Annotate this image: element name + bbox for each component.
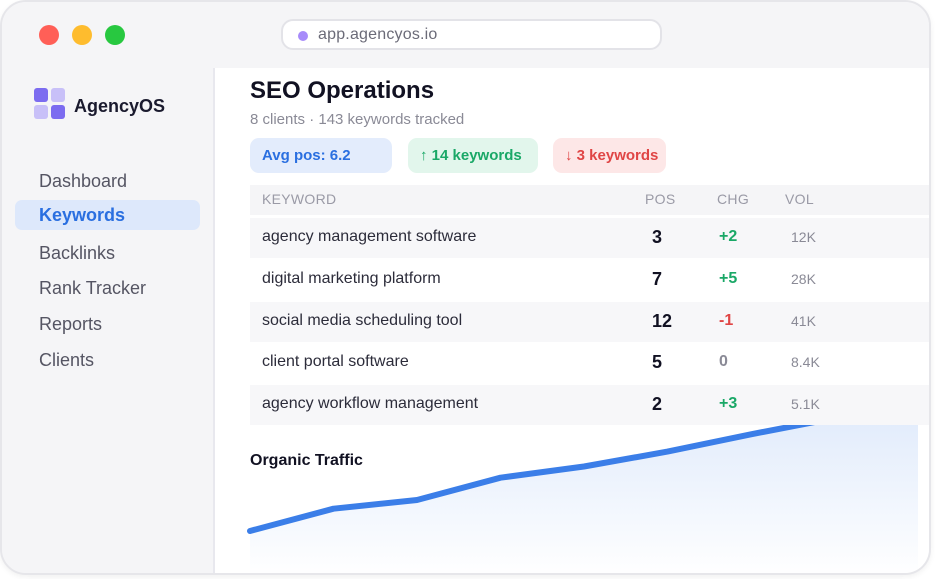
sidebar-item-keywords[interactable]: Keywords	[15, 200, 200, 230]
keywords-down-text: ↓ 3 keywords	[565, 147, 659, 164]
page-subtitle: 8 clients · 143 keywords tracked	[250, 111, 465, 128]
page-title: SEO Operations	[250, 77, 435, 104]
keyword-cell: client portal software	[262, 353, 409, 370]
sidebar-item-clients[interactable]: Clients	[15, 345, 200, 375]
keyword-cell: digital marketing platform	[262, 270, 441, 287]
avg-position-text: Avg pos: 6.2	[262, 147, 351, 164]
keywords-down-badge[interactable]: ↓ 3 keywords	[553, 138, 666, 173]
position-cell: 7	[652, 269, 663, 289]
url-text: app.agencyos.io	[318, 26, 438, 43]
main-content: SEO Operations 8 clients · 143 keywords …	[215, 68, 929, 573]
sidebar-item-label: Rank Tracker	[39, 278, 147, 298]
sidebar: AgencyOS Dashboard Keywords Backlinks Ra…	[2, 68, 215, 573]
keyword-cell: social media scheduling tool	[262, 312, 463, 329]
sidebar-item-rank-tracker[interactable]: Rank Tracker	[15, 273, 200, 303]
sidebar-item-reports[interactable]: Reports	[15, 309, 200, 339]
column-header-keyword[interactable]: KEYWORD	[262, 191, 337, 207]
sidebar-item-label: Clients	[39, 350, 95, 370]
brand-name: AgencyOS	[74, 96, 166, 116]
column-header-vol[interactable]: VOL	[785, 191, 814, 207]
table-row[interactable]: client portal software 5 0 8.4K	[250, 343, 929, 383]
sidebar-item-backlinks[interactable]: Backlinks	[15, 238, 200, 268]
agencyos-logo-icon	[34, 88, 66, 120]
position-cell: 5	[652, 352, 663, 372]
position-cell: 3	[652, 227, 663, 247]
title-bar: app.agencyos.io	[2, 2, 929, 68]
keyword-cell: agency workflow management	[262, 395, 479, 412]
address-bar[interactable]: app.agencyos.io	[281, 19, 662, 50]
keyword-cell: agency management software	[262, 228, 477, 245]
volume-cell: 28K	[791, 271, 816, 287]
column-header-pos[interactable]: POS	[645, 191, 676, 207]
position-cell: 2	[652, 394, 663, 414]
traffic-area	[250, 407, 918, 573]
maximize-window-button[interactable]	[105, 25, 125, 45]
change-cell: 0	[719, 353, 728, 370]
organic-traffic-title: Organic Traffic	[250, 452, 363, 469]
table-row[interactable]: agency workflow management 2 +3 5.1K	[250, 385, 929, 425]
column-header-chg[interactable]: CHG	[717, 191, 750, 207]
volume-cell: 5.1K	[791, 396, 820, 412]
change-cell: +2	[719, 228, 738, 245]
keywords-up-badge[interactable]: ↑ 14 keywords	[408, 138, 538, 173]
change-cell: +3	[719, 395, 738, 412]
table-row[interactable]: social media scheduling tool 12 -1 41K	[250, 302, 929, 342]
volume-cell: 12K	[791, 229, 816, 245]
change-cell: +5	[719, 270, 738, 287]
volume-cell: 41K	[791, 313, 816, 329]
position-cell: 12	[652, 311, 673, 331]
sidebar-item-dashboard[interactable]: Dashboard	[15, 166, 200, 196]
sidebar-item-label: Backlinks	[39, 243, 116, 263]
table-row[interactable]: digital marketing platform 7 +5 28K	[250, 260, 929, 300]
minimize-window-button[interactable]	[72, 25, 92, 45]
sidebar-item-label: Reports	[39, 314, 103, 334]
close-window-button[interactable]	[39, 25, 59, 45]
volume-cell: 8.4K	[791, 354, 820, 370]
table-row[interactable]: agency management software 3 +2 12K	[250, 218, 929, 258]
sidebar-item-label: Dashboard	[39, 171, 128, 191]
table-header: KEYWORD POS CHG VOL	[250, 185, 929, 215]
keywords-up-text: ↑ 14 keywords	[420, 147, 522, 164]
sidebar-item-label: Keywords	[39, 205, 126, 225]
change-cell: -1	[719, 312, 734, 329]
site-indicator-icon	[298, 31, 308, 41]
avg-position-badge: Avg pos: 6.2	[250, 138, 392, 173]
